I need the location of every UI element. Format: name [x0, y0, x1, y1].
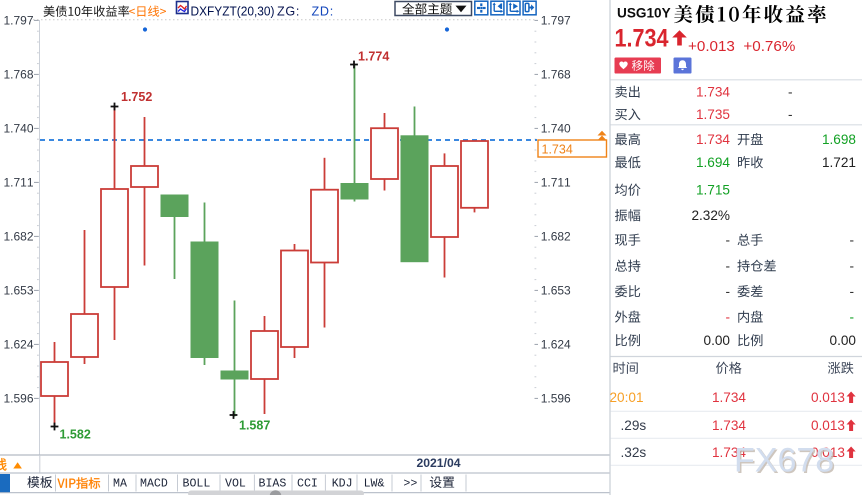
svg-text:CCI: CCI: [297, 478, 318, 491]
svg-text:1.587: 1.587: [239, 419, 270, 433]
svg-text:1.734: 1.734: [696, 132, 730, 147]
svg-text:1.698: 1.698: [822, 132, 856, 147]
svg-text:1.752: 1.752: [121, 90, 152, 104]
svg-text:1.715: 1.715: [696, 183, 730, 198]
svg-text:-: -: [725, 310, 730, 325]
svg-text:-: -: [725, 284, 730, 299]
svg-text:1.582: 1.582: [60, 428, 91, 442]
svg-text:ZG:: ZG:: [277, 4, 300, 18]
svg-text:1.734: 1.734: [542, 143, 573, 157]
svg-text:1.797: 1.797: [3, 14, 33, 28]
svg-text:BIAS: BIAS: [259, 478, 287, 491]
svg-text:1.740: 1.740: [541, 122, 571, 136]
svg-text:1.711: 1.711: [3, 176, 33, 190]
svg-text:-: -: [725, 259, 730, 274]
svg-text:1.711: 1.711: [541, 176, 571, 190]
svg-text:2.32%: 2.32%: [691, 208, 730, 223]
svg-text:2021/04: 2021/04: [416, 456, 460, 470]
svg-text:FX678: FX678: [734, 442, 834, 480]
svg-text:1.653: 1.653: [3, 284, 33, 298]
svg-text:0.013: 0.013: [811, 418, 845, 433]
svg-text:ZD:: ZD:: [312, 4, 334, 18]
svg-text:-: -: [849, 233, 854, 248]
svg-text:+0.013: +0.013: [688, 38, 735, 55]
svg-text:1.735: 1.735: [696, 107, 730, 122]
svg-text:MA: MA: [113, 478, 127, 491]
svg-text:1.734: 1.734: [615, 25, 669, 52]
svg-text:-: -: [788, 85, 793, 100]
svg-text:1.734: 1.734: [696, 85, 730, 100]
svg-text:VOL: VOL: [225, 478, 246, 491]
svg-text:-: -: [725, 233, 730, 248]
svg-text:DXFYZT(20,30): DXFYZT(20,30): [191, 4, 275, 18]
svg-text:1.768: 1.768: [3, 68, 33, 82]
svg-text:1.624: 1.624: [3, 338, 33, 352]
svg-text:-: -: [849, 284, 854, 299]
svg-text:>>: >>: [403, 478, 417, 491]
svg-text:.32s: .32s: [621, 445, 647, 460]
svg-text:20:01: 20:01: [610, 390, 644, 405]
svg-text:0.00: 0.00: [704, 333, 731, 348]
svg-text:0.00: 0.00: [830, 333, 857, 348]
svg-text:0.013: 0.013: [811, 390, 845, 405]
svg-text:USG10Y: USG10Y: [617, 6, 671, 21]
svg-text:FX678: FX678: [736, 443, 836, 481]
svg-text:1.682: 1.682: [3, 230, 33, 244]
svg-text:1.596: 1.596: [3, 392, 33, 406]
svg-text:1.694: 1.694: [696, 155, 730, 170]
svg-text:1.721: 1.721: [822, 155, 856, 170]
svg-text:-: -: [849, 310, 854, 325]
svg-text:1.740: 1.740: [3, 122, 33, 136]
svg-text:1.653: 1.653: [541, 284, 571, 298]
svg-text:1.768: 1.768: [541, 68, 571, 82]
svg-text:1.734: 1.734: [712, 390, 746, 405]
svg-text:1.774: 1.774: [358, 50, 389, 64]
svg-text:-: -: [849, 259, 854, 274]
svg-text:KDJ: KDJ: [332, 478, 353, 491]
svg-text:LW&: LW&: [364, 478, 385, 491]
svg-text:-: -: [788, 107, 793, 122]
svg-text:1.734: 1.734: [712, 445, 746, 460]
svg-text:BOLL: BOLL: [183, 478, 211, 491]
svg-text:1.797: 1.797: [541, 14, 571, 28]
svg-text:1.596: 1.596: [541, 392, 571, 406]
svg-text:.29s: .29s: [621, 418, 647, 433]
svg-text:MACD: MACD: [140, 478, 168, 491]
svg-text:1.734: 1.734: [712, 418, 746, 433]
svg-text:1.682: 1.682: [541, 230, 571, 244]
svg-text:+0.76%: +0.76%: [743, 38, 795, 55]
svg-text:0.013: 0.013: [811, 445, 845, 460]
svg-text:1.624: 1.624: [541, 338, 571, 352]
